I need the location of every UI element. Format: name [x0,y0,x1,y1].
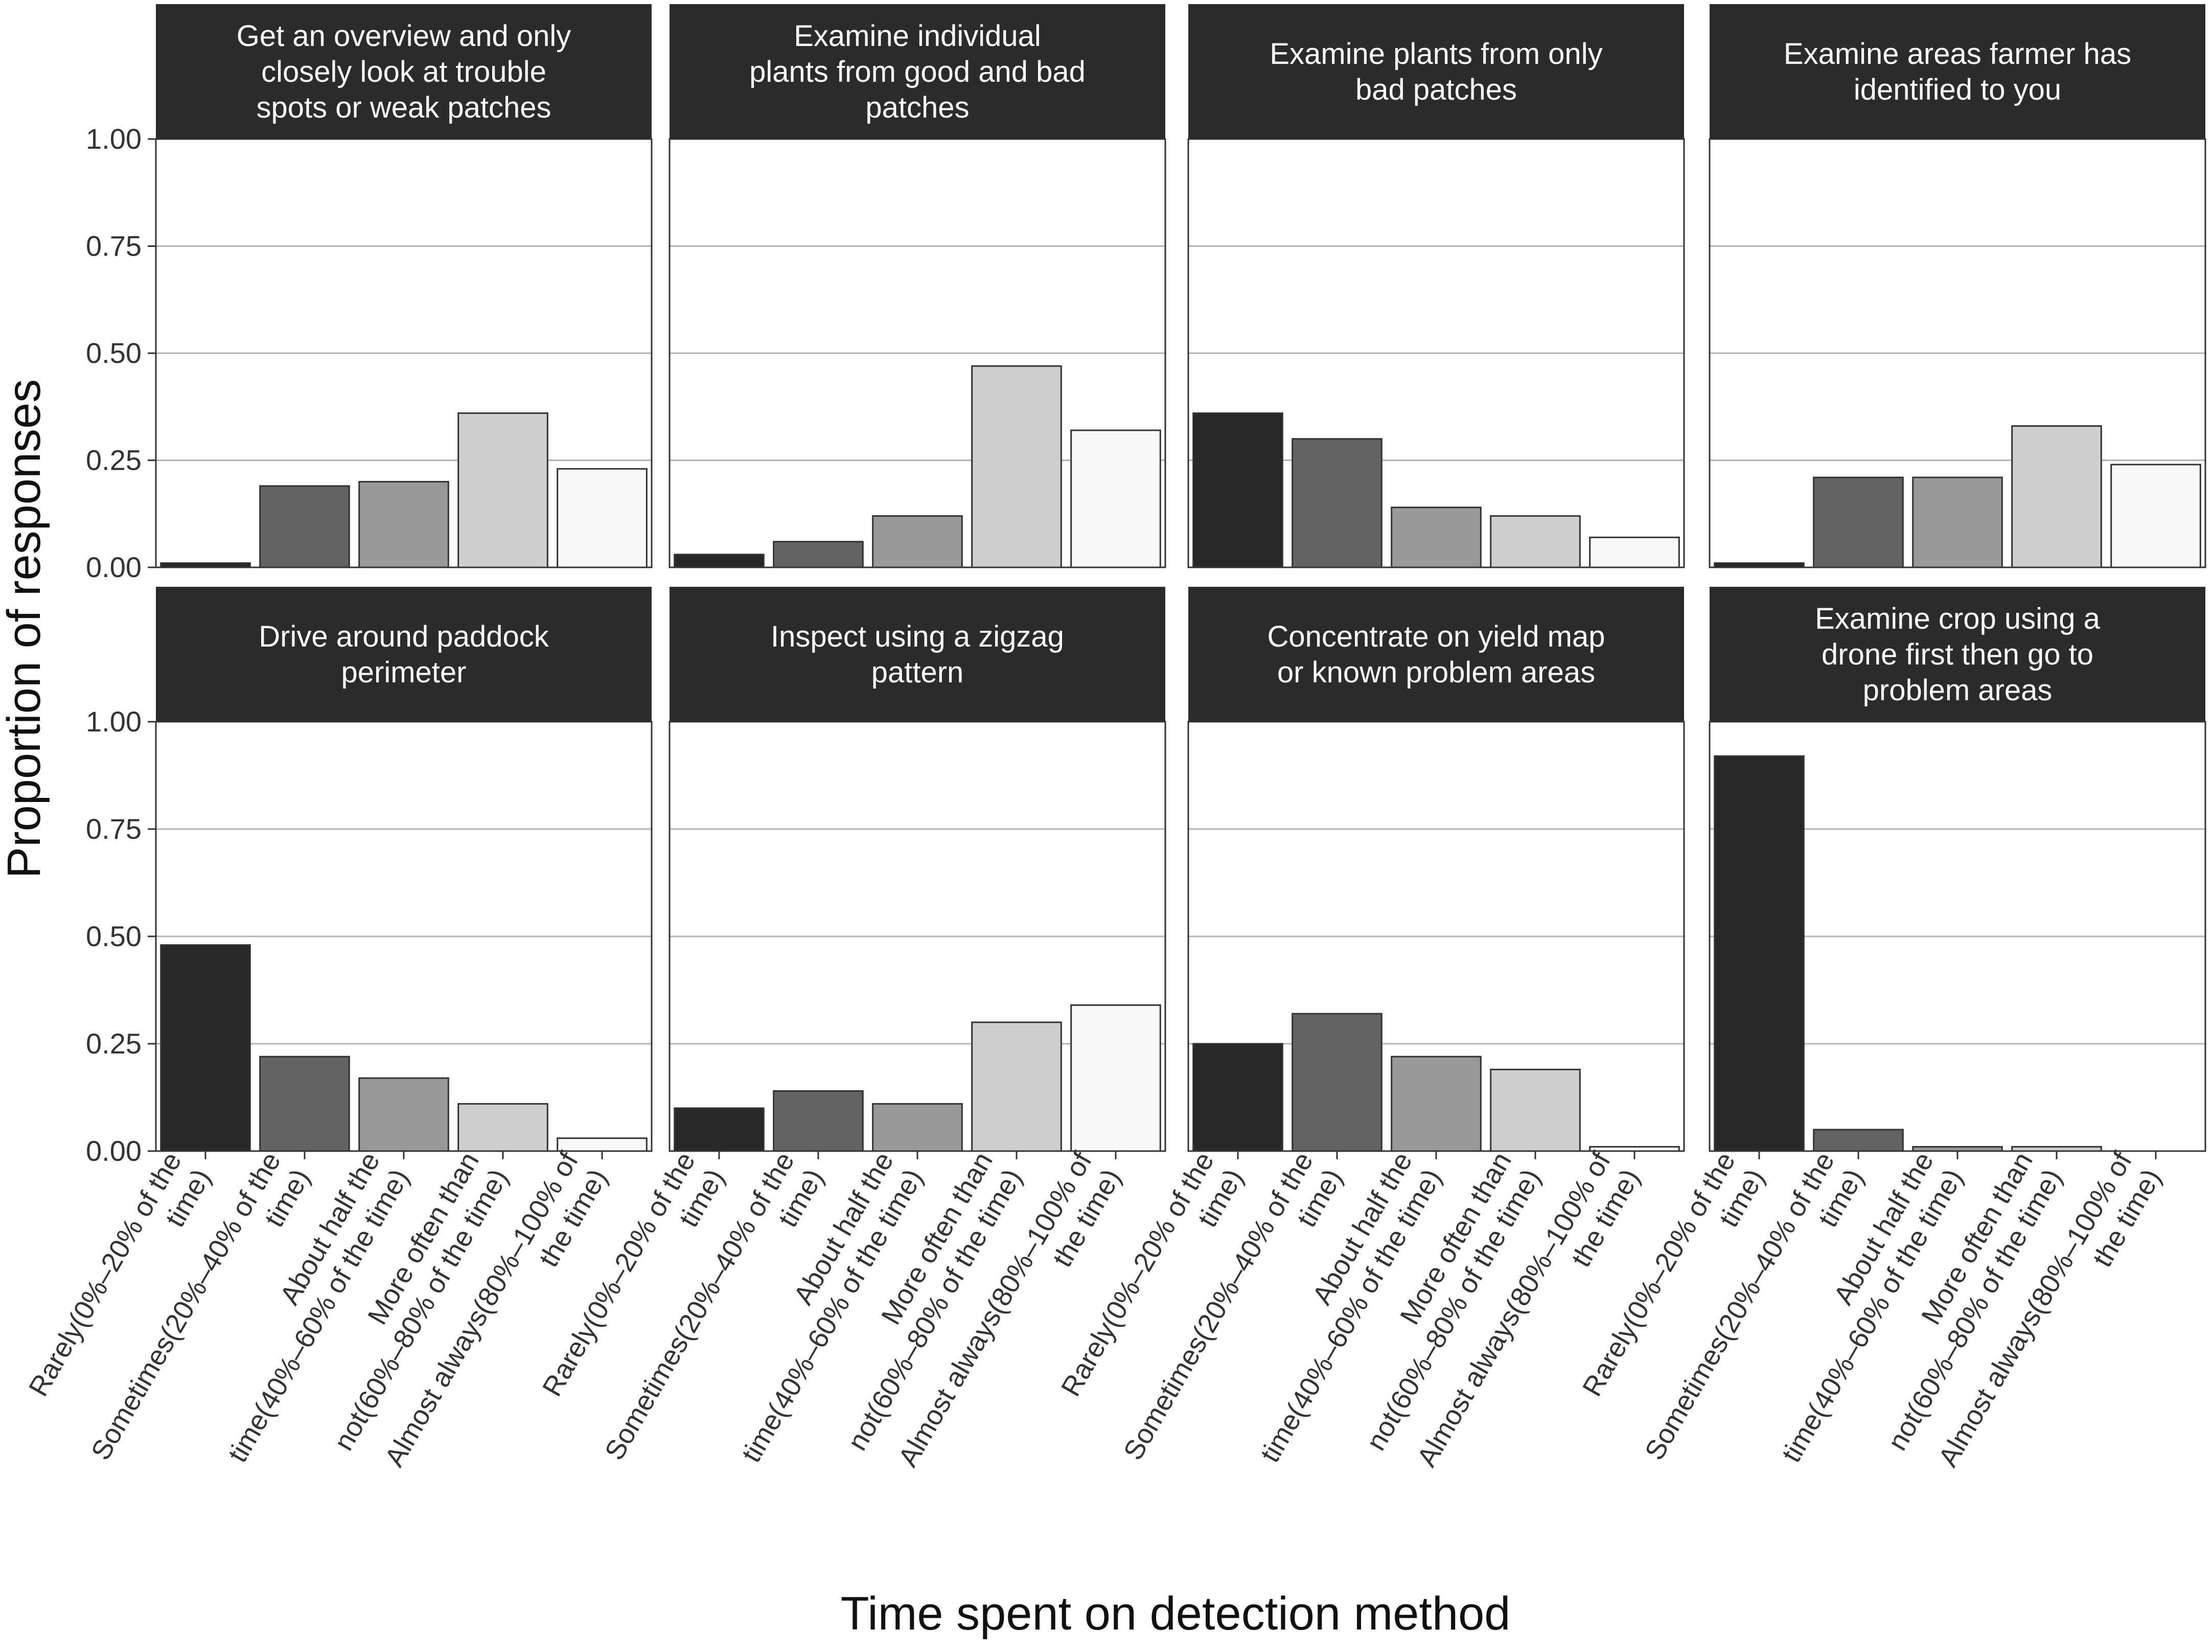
panel-title-line: bad patches [1355,73,1517,106]
panel-title-line: Concentrate on yield map [1268,620,1605,653]
panel-strip [156,4,652,139]
bar [1192,412,1283,568]
panel-strip [1188,587,1684,722]
bar [457,1103,548,1152]
y-tick-label: 0.75 [86,230,142,262]
bar [872,1103,963,1152]
bar [674,1107,765,1152]
panel-title-line: or known problem areas [1277,656,1595,689]
bar [773,1090,864,1152]
bar [1490,515,1581,568]
panel-strip [670,587,1165,722]
panel-title-line: Examine crop using a [1815,602,2100,635]
panel-border [1709,138,2206,568]
bar [674,554,765,568]
y-tick-label: 0.50 [86,337,142,369]
bar [557,468,648,568]
panel-title-line: plants from good and bad [749,55,1086,88]
y-tick-label: 0.00 [86,551,142,583]
bar [1813,476,1904,568]
panel-title-line: pattern [871,656,964,689]
bar [1292,438,1382,568]
panel-strip [156,587,652,722]
y-axis-title: Proportion of responses [0,379,50,879]
panel-strip [1710,4,2205,139]
panel-strip [1710,587,2205,722]
bar [259,485,350,568]
panel-title-line: closely look at trouble [261,55,546,88]
bar [872,515,963,568]
bar [1714,755,1805,1152]
panel-title-line: Get an overview and only [237,19,571,53]
bar [1292,1013,1382,1152]
bar [1912,476,2003,568]
y-tick-label: 0.75 [86,813,142,845]
bar [971,365,1062,568]
panel-title-line: spots or weak patches [256,91,551,124]
bar [1192,1043,1283,1152]
bar [358,1077,449,1152]
bar [1391,1056,1482,1152]
bar [1391,507,1482,568]
panel-title-line: patches [865,91,969,124]
bar [1070,429,1161,568]
bar [1813,1129,1904,1152]
y-tick-label: 0.25 [86,444,142,476]
bar [2110,464,2201,568]
bar [358,480,449,568]
bar [1589,536,1680,568]
panel-strip [1188,4,1684,139]
x-axis-layer: Rarely(0%–20% of thetime)Sometimes(20%–4… [23,1146,2167,1472]
bar [2011,425,2102,568]
bar [160,944,251,1152]
bar [971,1021,1062,1152]
panel-strip [670,4,1165,139]
panel-title-line: drone first then go to [1822,638,2093,671]
y-tick-label: 1.00 [86,705,142,738]
y-tick-label: 1.00 [86,123,142,155]
y-tick-label: 0.50 [86,920,142,952]
y-tick-label: 0.25 [86,1027,142,1060]
panel-title-line: perimeter [341,656,467,689]
panel-title-line: Examine plants from only [1270,37,1602,71]
panel-title-line: Inspect using a zigzag [771,620,1064,653]
bar [259,1056,350,1152]
bar [457,412,548,568]
bar [557,1137,648,1152]
x-axis-title: Time spent on detection method [841,1588,1511,1640]
panel-border [1187,138,1685,568]
bar [1490,1068,1581,1152]
bar [1070,1004,1161,1152]
y-tick-label: 0.00 [86,1135,142,1167]
panel-title-line: Examine individual [794,19,1041,53]
panel-border [669,138,1166,568]
panel-title-line: Drive around paddock [259,620,549,653]
bar [773,541,864,568]
y-axis-layer: 0.00 0.25 0.50 0.75 1.00 0.00 0.25 0.50 0.75 1.00 [86,123,156,1167]
panel-title-line: Examine areas farmer has [1784,37,2131,71]
panel-title-line: problem areas [1863,674,2053,707]
panel-title-line: identified to you [1854,73,2061,106]
